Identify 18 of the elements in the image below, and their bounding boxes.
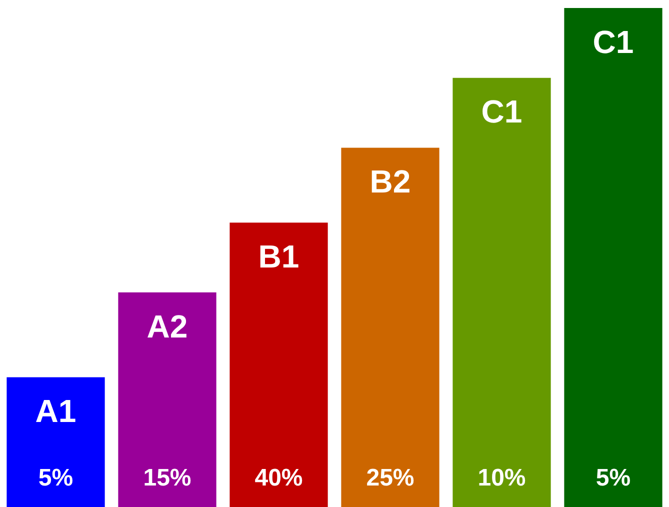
annotation: 25%: [366, 464, 414, 492]
x-tick-label: A1: [35, 393, 76, 430]
x-tick-label: B1: [258, 238, 300, 274]
annotation: 5%: [596, 464, 631, 492]
x-tick-label: A2: [146, 308, 188, 344]
annotation: 40%: [254, 464, 303, 492]
bar: [341, 148, 440, 507]
bar: [6, 377, 105, 507]
x-tick-label: C1: [592, 24, 634, 60]
x-tick-label: B2: [370, 164, 411, 200]
x-tick-label: C1: [481, 94, 522, 130]
bar: [564, 8, 662, 507]
bar: [118, 292, 216, 507]
bar: [452, 78, 551, 507]
annotation: 15%: [143, 464, 192, 492]
annotation: 10%: [478, 464, 526, 492]
bar: [230, 222, 328, 507]
annotation: 5%: [38, 464, 74, 492]
